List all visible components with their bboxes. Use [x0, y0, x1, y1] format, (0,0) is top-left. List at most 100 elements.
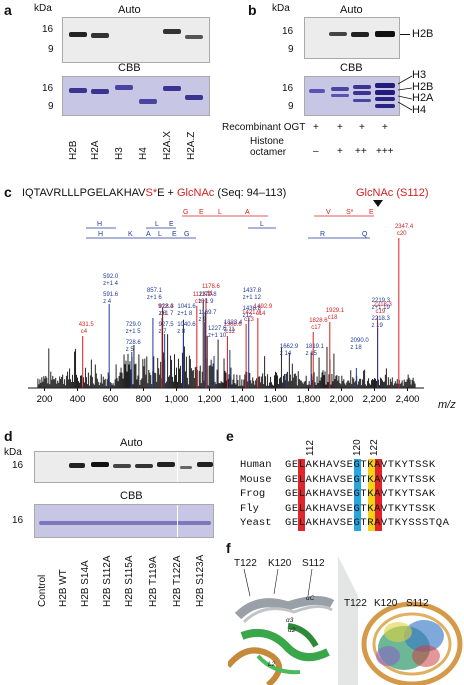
red-ladder-a: A — [245, 209, 250, 216]
red-peak-ion: c4 — [81, 329, 88, 335]
panel-b-h2b-cbb-label: H2B — [412, 81, 434, 93]
blue-peak-mass: 1436.8 — [243, 306, 262, 312]
blue-ladder2-a: A — [146, 231, 151, 238]
blue-peak-mass: 1819.1 — [306, 344, 325, 350]
red-peak-mass: 1178.6 — [202, 284, 221, 290]
panel-c-peaks — [37, 238, 416, 388]
panel-c-red-ladder: G E L A V S* E — [182, 209, 374, 217]
blue-peak-ion: z 11 — [224, 327, 236, 333]
right-label-k120: K120 — [374, 598, 398, 609]
left-label-s112: S112 — [302, 558, 325, 569]
blue-peak-mass: 728.6 — [126, 340, 142, 346]
panel-b-label: b — [248, 2, 257, 18]
x-tick-label: 200 — [37, 394, 53, 405]
blue-peak-ion: z 5 — [126, 347, 135, 353]
panel-f-structure: αC α3 α2 L2 T122 K120 S112 T122 K120 S11… — [228, 556, 463, 685]
hl-col-123 — [375, 459, 382, 531]
species-name: Mouse — [240, 473, 272, 486]
hl-col-112 — [298, 459, 305, 531]
panel-a-cbb-title: CBB — [118, 62, 141, 74]
panel-d-lane-t119a: H2B T119A — [148, 556, 159, 607]
blue-peak-mass: 2090.0 — [350, 338, 369, 344]
alignment-row: Yeast GELAKHAVSEGTRAVTKYSSSTQA — [240, 517, 449, 529]
alignment-row: Frog GELAKHAVSEGTKAVTKYTSAK — [240, 488, 436, 500]
blue-peak-mass: 1227.6 — [208, 326, 227, 332]
panel-b-band-leader-lines — [398, 75, 413, 111]
blue-peak-mass: 857.1 — [147, 288, 163, 294]
species-sequence: GELAKHAVSEGTRAVTKYSSSTQA — [285, 517, 450, 529]
blue-peak-ion: z+1 7 — [159, 311, 175, 317]
blue-peak-mass: 1437.8 — [243, 288, 262, 294]
nucleosome-overview — [361, 601, 463, 685]
red-ladder-s: S* — [346, 209, 354, 216]
blue-ladder2-h: H — [98, 231, 103, 238]
blue-ladder1-l: L — [155, 221, 159, 228]
x-tick-label: 2,200 — [363, 394, 387, 405]
panel-a-marker-16-top: 16 — [42, 24, 54, 35]
red-ladder-l: L — [218, 209, 222, 216]
panel-b-h3-label: H3 — [412, 69, 427, 81]
panel-b-row2-val-4: +++ — [376, 146, 394, 157]
panel-b-row2-val-2: + — [337, 146, 343, 157]
blue-peak-mass: 1170.8 — [199, 292, 218, 298]
label-alpha-3: α3 — [286, 617, 294, 624]
blue-ladder2-k: K — [128, 231, 133, 238]
panel-a-marker-16-bottom: 16 — [42, 83, 54, 94]
red-ladder-v: V — [326, 209, 331, 216]
panel-a-kda: kDa — [34, 3, 52, 14]
blue-peak-ion: z+1 8 — [177, 311, 193, 317]
label-l2: L2 — [268, 661, 276, 668]
x-tick-label: 1,200 — [198, 394, 222, 405]
species-name: Human — [240, 459, 272, 471]
red-peak-ion: c17 — [311, 325, 321, 331]
blue-peak-ion: z12 — [243, 313, 253, 319]
panel-d-lane-s115a: H2B S115A — [124, 555, 135, 607]
red-peak-ion: c11 — [204, 291, 214, 297]
panel-b-marker-16-bottom: 16 — [282, 83, 294, 94]
panel-d-lane-s112a: H2B S112A — [102, 555, 113, 607]
red-peak-mass: 1421.9 — [242, 310, 261, 316]
panel-a-marker-9-bottom: 9 — [48, 101, 54, 112]
panel-d-cbb-title: CBB — [120, 490, 143, 502]
red-ladder-e: E — [199, 209, 204, 216]
panel-d-lane-t122a: H2B T122A — [172, 555, 183, 607]
panel-d-lane-h2b-wt: H2B WT — [58, 569, 69, 607]
blue-ladder1-h: H — [97, 221, 102, 228]
seq-range: (Seq: 94–113) — [214, 187, 287, 199]
blue-ladder1-l2: L — [260, 221, 264, 228]
panel-b-row2-label: Histone octamer — [250, 136, 287, 158]
blue-peak-mass: 2219.3 — [372, 298, 391, 304]
right-label-t122: T122 — [344, 598, 367, 609]
seq-prefix: IQTAVRLLLPGELAKHAV — [22, 187, 146, 199]
panel-b-h2b-line — [400, 34, 410, 35]
blue-peak-mass: 1040.6 — [177, 322, 196, 328]
alignment-row: Fly GELAKHAVSEGTKAVTKYTSSK — [240, 503, 436, 515]
blue-peak-mass: 928.3 — [159, 304, 175, 310]
hl-col-120 — [354, 459, 361, 531]
panel-a-lane-h3: H3 — [114, 147, 125, 160]
seq-mod-site: S* — [145, 187, 158, 199]
red-peak-mass: 1929.1 — [326, 308, 345, 314]
red-peak-ion: c12 — [225, 329, 235, 335]
left-label-k120: K120 — [268, 558, 292, 569]
panel-c-blue-ladder: H L E L H K A L E G R Q — [86, 221, 370, 239]
panel-a-auto-title: Auto — [118, 4, 141, 16]
blue-peak-ion: z 15 — [306, 351, 318, 357]
blue-ladder2-q: Q — [362, 231, 368, 238]
right-label-s112: S112 — [406, 598, 429, 609]
panel-b-marker-9-bottom: 9 — [288, 101, 294, 112]
x-tick-label: 1,000 — [165, 394, 189, 405]
label-alpha-c: αC — [306, 595, 315, 602]
x-tick-label: 1,600 — [264, 394, 288, 405]
red-peak-mass: 2218.3 — [374, 302, 393, 308]
red-peak-ion: c8 — [160, 311, 167, 317]
panel-b-row1-val-4: + — [382, 122, 388, 133]
blue-peak-mass: 729.0 — [126, 322, 142, 328]
blue-peak-mass: 1323.4 — [224, 320, 243, 326]
red-peak-mass: 2347.4 — [395, 224, 414, 230]
label-alpha-2: α2 — [288, 627, 296, 634]
x-tick-label: 2,400 — [396, 394, 420, 405]
red-ladder-g: G — [183, 209, 188, 216]
red-peak-mass: 1492.9 — [254, 304, 273, 310]
species-sequence: GELAKHAVSEGTKAVTKYTSAK — [285, 488, 436, 500]
